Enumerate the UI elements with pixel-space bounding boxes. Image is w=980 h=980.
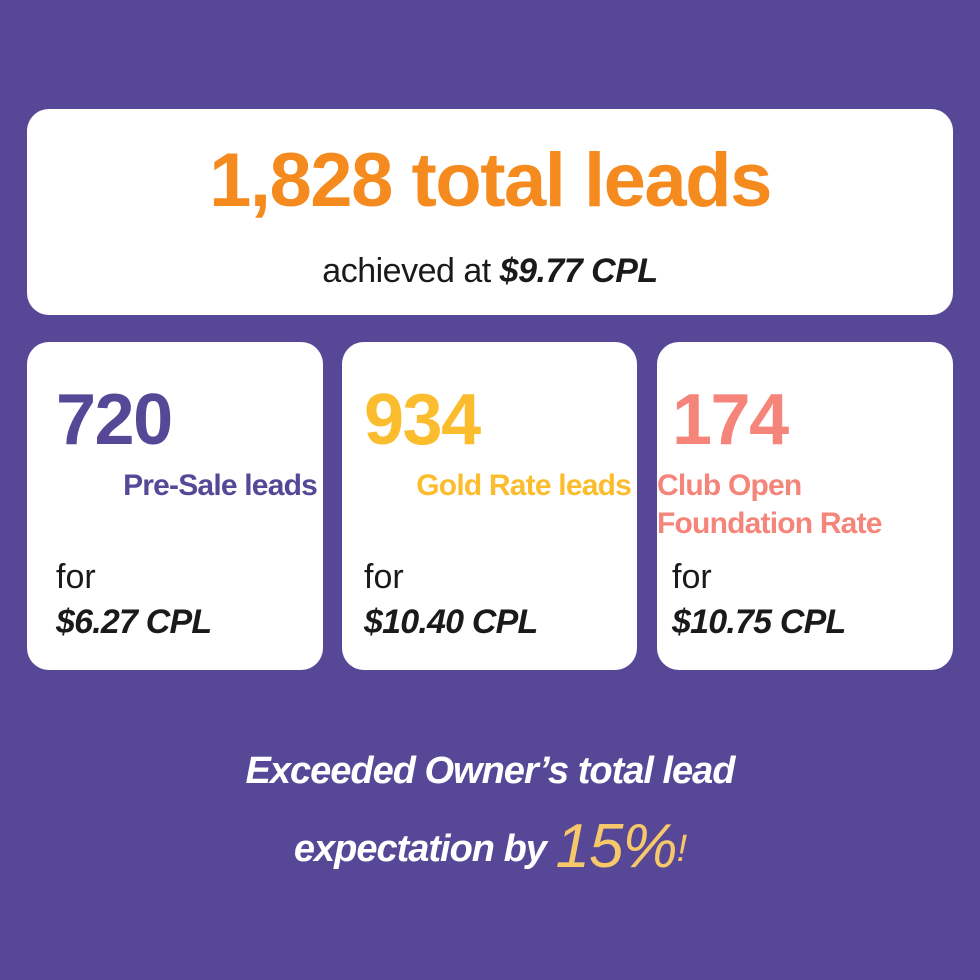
- stat-for-text: for: [56, 558, 96, 596]
- stat-cpl-value: $10.40 CPL: [364, 603, 538, 641]
- stat-cpl-value: $6.27 CPL: [56, 603, 212, 641]
- stat-card-club-open: 174 Club Open Foundation Rate for $10.75…: [657, 342, 953, 670]
- expectation-footer: Exceeded Owner’s total lead expectation …: [0, 752, 980, 878]
- exclamation-mark: !: [676, 828, 688, 870]
- stat-number: 720: [56, 380, 173, 460]
- stat-number: 934: [364, 380, 481, 460]
- stat-for-text: for: [364, 558, 404, 596]
- total-leads-card: 1,828 total leads achieved at $9.77 CPL: [27, 109, 953, 315]
- total-leads-headline-wrap: 1,828 total leads: [27, 143, 953, 219]
- total-cpl-value: $9.77 CPL: [499, 252, 659, 290]
- footer-line-2: expectation by 15%!: [0, 816, 980, 878]
- stat-card-gold-rate: 934 Gold Rate leads for $10.40 CPL: [342, 342, 637, 670]
- footer-line-2-prefix: expectation by: [293, 828, 556, 870]
- stat-cpl-value: $10.75 CPL: [672, 603, 846, 641]
- stat-for-text: for: [672, 558, 712, 596]
- percent-highlight: 15%: [555, 812, 677, 881]
- total-leads-headline: 1,828 total leads: [209, 138, 772, 223]
- stat-label: Club Open Foundation Rate: [657, 469, 882, 540]
- stat-label: Gold Rate leads: [416, 469, 632, 502]
- stat-card-pre-sale: 720 Pre-Sale leads for $6.27 CPL: [27, 342, 323, 670]
- total-leads-subtitle: achieved at $9.77 CPL: [27, 252, 953, 291]
- subtitle-prefix: achieved at: [322, 252, 500, 290]
- stat-number: 174: [672, 380, 789, 460]
- footer-line-1: Exceeded Owner’s total lead: [245, 750, 735, 792]
- stat-label: Pre-Sale leads: [123, 469, 318, 502]
